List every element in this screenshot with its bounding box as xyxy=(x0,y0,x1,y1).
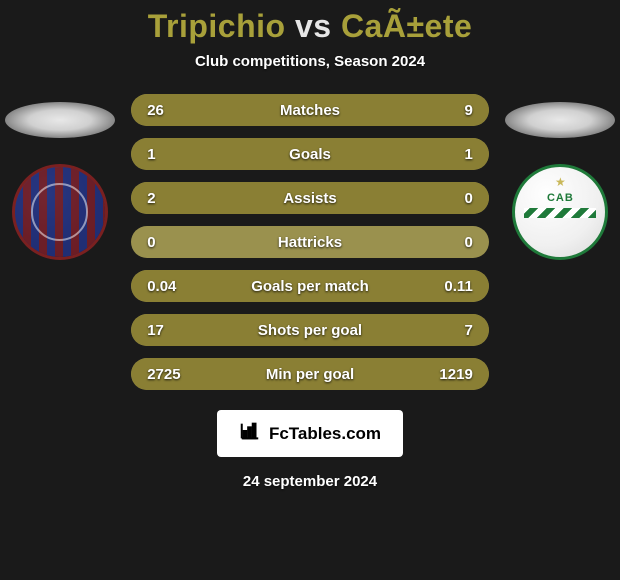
footer-date: 24 september 2024 xyxy=(243,473,377,490)
page-title: Tripichio vs CaÃ±ete xyxy=(148,8,473,45)
stat-value-right: 9 xyxy=(419,102,489,119)
stat-label: Min per goal xyxy=(201,366,419,383)
club-crest-right: CAB xyxy=(512,164,608,260)
title-player1: Tripichio xyxy=(148,8,286,44)
club-crest-left xyxy=(12,164,108,260)
stat-value-left: 17 xyxy=(131,322,201,339)
stat-value-right: 1 xyxy=(419,146,489,163)
stat-value-left: 0.04 xyxy=(131,278,201,295)
crest-right-text: CAB xyxy=(547,192,574,204)
stat-label: Hattricks xyxy=(201,234,419,251)
stat-row: 2725Min per goal1219 xyxy=(131,358,489,390)
stat-row: 1Goals1 xyxy=(131,138,489,170)
stat-value-right: 0.11 xyxy=(419,278,489,295)
comparison-main: 26Matches91Goals12Assists00Hattricks00.0… xyxy=(0,94,620,390)
page-container: Tripichio vs CaÃ±ete Club competitions, … xyxy=(0,0,620,580)
stat-row: 0.04Goals per match0.11 xyxy=(131,270,489,302)
chart-icon xyxy=(239,420,261,447)
stat-value-left: 0 xyxy=(131,234,201,251)
stat-value-left: 1 xyxy=(131,146,201,163)
branding-badge[interactable]: FcTables.com xyxy=(217,410,403,457)
shadow-ellipse-right xyxy=(505,102,615,138)
stat-label: Matches xyxy=(201,102,419,119)
shadow-ellipse-left xyxy=(5,102,115,138)
stat-label: Assists xyxy=(201,190,419,207)
branding-text: FcTables.com xyxy=(269,424,381,444)
stat-row: 17Shots per goal7 xyxy=(131,314,489,346)
club-column-right: CAB xyxy=(501,94,620,260)
stat-label: Goals xyxy=(201,146,419,163)
stat-value-left: 2 xyxy=(131,190,201,207)
stat-value-left: 2725 xyxy=(131,366,201,383)
stat-label: Shots per goal xyxy=(201,322,419,339)
stat-label: Goals per match xyxy=(201,278,419,295)
stat-value-left: 26 xyxy=(131,102,201,119)
stat-value-right: 0 xyxy=(419,190,489,207)
title-vs: vs xyxy=(295,8,332,44)
stat-value-right: 0 xyxy=(419,234,489,251)
stats-column: 26Matches91Goals12Assists00Hattricks00.0… xyxy=(131,94,489,390)
subtitle: Club competitions, Season 2024 xyxy=(195,53,425,70)
stat-value-right: 1219 xyxy=(419,366,489,383)
stat-row: 0Hattricks0 xyxy=(131,226,489,258)
title-player2: CaÃ±ete xyxy=(341,8,472,44)
club-column-left xyxy=(0,94,119,260)
stat-row: 26Matches9 xyxy=(131,94,489,126)
stat-value-right: 7 xyxy=(419,322,489,339)
stat-row: 2Assists0 xyxy=(131,182,489,214)
